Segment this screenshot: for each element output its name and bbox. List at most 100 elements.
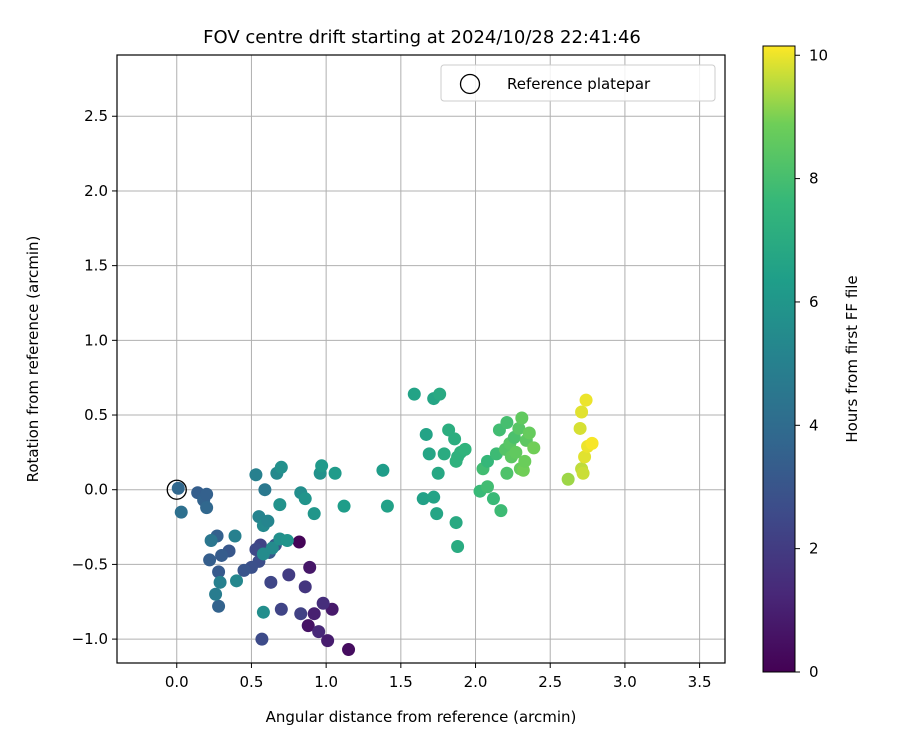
x-tick-label: 0.0 — [165, 673, 189, 691]
data-point — [518, 454, 532, 468]
data-point — [315, 459, 329, 473]
x-tick-label: 3.0 — [613, 673, 637, 691]
data-point — [301, 619, 315, 633]
data-point — [200, 487, 214, 501]
data-point — [274, 460, 288, 474]
data-point — [527, 441, 541, 455]
data-point — [579, 393, 593, 407]
data-point — [256, 605, 270, 619]
data-point — [274, 602, 288, 616]
y-tick-label: −0.5 — [72, 555, 108, 573]
data-point — [298, 492, 312, 506]
data-point — [203, 553, 217, 567]
data-point — [561, 472, 575, 486]
data-point — [431, 466, 445, 480]
data-point — [433, 387, 447, 401]
data-point — [212, 599, 226, 613]
y-axis-label: Rotation from reference (arcmin) — [24, 236, 42, 483]
y-tick-label: 1.5 — [84, 257, 108, 275]
data-point — [515, 411, 529, 425]
data-point — [494, 504, 508, 518]
colorbar-tick-label: 6 — [809, 293, 819, 311]
x-tick-label: 2.0 — [464, 673, 488, 691]
colorbar-tick-label: 2 — [809, 540, 819, 558]
y-tick-label: −1.0 — [72, 630, 108, 648]
data-point — [212, 565, 226, 579]
legend-entry-reference: Reference platepar — [507, 75, 651, 93]
data-point — [573, 421, 587, 435]
data-point — [480, 454, 494, 468]
data-point — [522, 426, 536, 440]
data-point — [258, 483, 272, 497]
x-tick-label: 1.0 — [314, 673, 338, 691]
data-point — [273, 498, 287, 512]
data-point — [416, 492, 430, 506]
reference-platepar-marker — [166, 479, 187, 500]
data-point — [316, 596, 330, 610]
data-point — [458, 442, 472, 456]
y-axis-ticks: −1.0 −0.5 0.0 0.5 1.0 1.5 2.0 2.5 — [72, 107, 117, 648]
data-point — [237, 563, 251, 577]
data-point — [575, 405, 589, 419]
data-point — [427, 490, 441, 504]
data-point — [376, 463, 390, 477]
data-point — [312, 625, 326, 639]
y-tick-label: 0.5 — [84, 406, 108, 424]
data-point — [486, 492, 500, 506]
chart-title: FOV centre drift starting at 2024/10/28 … — [203, 27, 641, 48]
data-point — [337, 499, 351, 513]
x-tick-label: 1.5 — [389, 673, 413, 691]
data-point — [480, 480, 494, 494]
data-point — [430, 507, 444, 521]
data-point — [448, 432, 462, 446]
data-point — [328, 466, 342, 480]
data-point — [342, 643, 356, 657]
data-point — [500, 466, 514, 480]
legend: Reference platepar — [440, 64, 716, 102]
data-point — [204, 534, 218, 548]
data-point — [171, 481, 185, 495]
data-point — [230, 574, 244, 588]
data-point — [213, 575, 227, 589]
data-point — [307, 507, 321, 521]
data-point — [500, 415, 514, 429]
data-point — [307, 607, 321, 621]
data-point — [585, 436, 599, 450]
y-tick-label: 1.0 — [84, 331, 108, 349]
colorbar-label: Hours from first FF file — [843, 275, 861, 442]
x-tick-label: 2.5 — [538, 673, 562, 691]
colorbar-tick-label: 4 — [809, 416, 819, 434]
y-tick-label: 0.0 — [84, 481, 108, 499]
data-point — [422, 447, 436, 461]
x-tick-label: 0.5 — [240, 673, 264, 691]
legend-box — [440, 64, 716, 102]
data-point — [280, 534, 294, 548]
colorbar-tick-label: 10 — [809, 46, 828, 64]
data-point — [228, 529, 242, 543]
data-point — [303, 560, 317, 574]
colorbar-ticks: 0 2 4 6 8 10 — [795, 46, 828, 681]
data-point — [407, 387, 421, 401]
data-point — [282, 568, 296, 582]
data-point — [512, 421, 526, 435]
data-point — [576, 466, 590, 480]
plot-frame — [116, 54, 726, 664]
data-point — [298, 580, 312, 594]
data-point — [321, 634, 335, 648]
legend-reference-marker — [459, 73, 481, 95]
data-point — [261, 514, 275, 528]
colorbar-tick-label: 8 — [809, 170, 819, 188]
data-point — [209, 587, 223, 601]
x-tick-label: 3.5 — [688, 673, 712, 691]
grid-lines — [117, 55, 725, 663]
data-point — [451, 539, 465, 553]
y-tick-label: 2.5 — [84, 107, 108, 125]
x-axis-label: Angular distance from reference (arcmin) — [266, 708, 577, 726]
data-point — [215, 548, 229, 562]
data-point — [255, 632, 269, 646]
data-point — [449, 516, 463, 530]
x-axis-ticks: 0.0 0.5 1.0 1.5 2.0 2.5 3.0 3.5 — [165, 663, 712, 691]
data-point — [380, 499, 394, 513]
data-point — [437, 447, 451, 461]
